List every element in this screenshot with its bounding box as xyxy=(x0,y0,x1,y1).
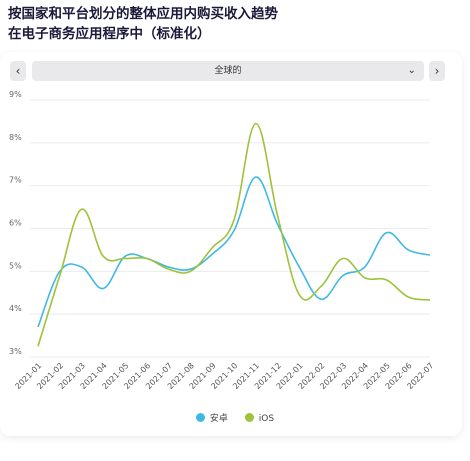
title-line-1: 按国家和平台划分的整体应用内购买收入趋势 xyxy=(8,6,278,22)
chart-title: 按国家和平台划分的整体应用内购买收入趋势 在电子商务应用程序中（标准化） xyxy=(8,4,448,44)
legend-label-android: 安卓 xyxy=(209,414,228,424)
chevron-left-icon: ‹ xyxy=(15,64,21,78)
y-tick-label: 4% xyxy=(9,304,22,313)
y-tick-label: 9% xyxy=(9,90,22,99)
legend-label-ios: iOS xyxy=(258,414,275,424)
next-button[interactable]: › xyxy=(429,61,445,81)
region-select[interactable]: 全球的 ⌄ xyxy=(32,61,424,81)
region-select-value: 全球的 xyxy=(214,66,242,76)
legend-marker-ios xyxy=(244,413,254,422)
chevron-right-icon: › xyxy=(434,64,440,78)
series-line-android xyxy=(37,176,431,328)
chevron-down-icon: ⌄ xyxy=(407,65,416,76)
legend-marker-android xyxy=(195,413,205,422)
prev-button[interactable]: ‹ xyxy=(10,61,26,81)
chart-legend: 安卓 iOS xyxy=(0,411,470,424)
series-line-ios xyxy=(37,122,431,347)
legend-item-android[interactable]: 安卓 xyxy=(195,411,228,424)
legend-item-ios[interactable]: iOS xyxy=(244,413,275,424)
y-tick-label: 8% xyxy=(9,133,22,142)
y-tick-label: 5% xyxy=(9,261,22,270)
y-tick-label: 6% xyxy=(9,219,22,228)
chart-card xyxy=(0,52,462,436)
y-tick-label: 7% xyxy=(9,176,22,185)
title-line-2: 在电子商务应用程序中（标准化） xyxy=(8,26,211,42)
y-tick-label: 3% xyxy=(9,347,22,356)
